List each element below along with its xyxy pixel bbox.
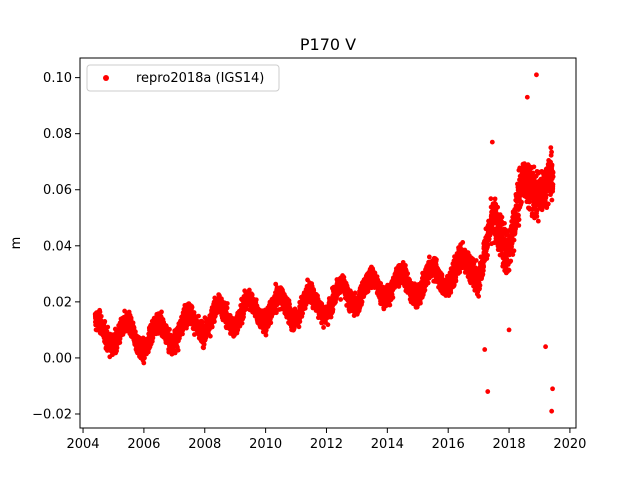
data-point [390, 295, 396, 300]
data-point [114, 345, 120, 351]
data-point [453, 278, 459, 284]
data-point [175, 347, 181, 353]
data-point [359, 299, 365, 305]
data-point [180, 331, 185, 337]
data-point [485, 252, 490, 258]
data-point [209, 324, 215, 330]
data-point [434, 257, 439, 263]
data-point [142, 355, 147, 361]
data-point [117, 340, 123, 345]
data-point [488, 196, 494, 202]
data-point [268, 320, 274, 326]
data-point [302, 305, 308, 311]
data-point [425, 280, 431, 286]
data-point [150, 335, 156, 341]
data-point [263, 332, 269, 338]
data-point [212, 319, 217, 324]
data-point [473, 258, 479, 263]
data-point [253, 297, 259, 303]
data-point [506, 267, 512, 273]
data-point [196, 313, 201, 319]
data-point [249, 292, 255, 298]
data-point [426, 254, 432, 260]
data-points [92, 72, 556, 414]
data-point [448, 290, 454, 295]
data-point [422, 287, 428, 293]
data-point [418, 300, 423, 306]
data-point [502, 220, 507, 226]
data-point [477, 283, 483, 288]
data-point [102, 319, 108, 324]
data-point [131, 325, 137, 331]
data-point [98, 313, 104, 319]
data-point [492, 196, 498, 202]
data-point [239, 320, 245, 326]
data-point [297, 319, 303, 324]
data-point [499, 214, 505, 220]
data-point [203, 335, 209, 341]
data-point [481, 264, 487, 270]
data-point [97, 309, 103, 315]
data-point [224, 301, 230, 306]
data-point [330, 307, 336, 312]
data-point [141, 360, 147, 366]
data-point [296, 324, 302, 330]
data-point [192, 332, 197, 337]
data-point [321, 325, 326, 330]
data-point [476, 293, 482, 299]
data-point [200, 319, 205, 325]
data-point [189, 304, 195, 310]
data-point [508, 258, 514, 264]
data-point [325, 322, 331, 328]
data-point [338, 297, 344, 302]
data-point [460, 240, 466, 245]
data-point [495, 204, 501, 210]
data-point [105, 324, 111, 330]
data-point [300, 310, 306, 316]
data-point [191, 310, 197, 315]
data-point [128, 315, 134, 321]
data-point [224, 305, 230, 311]
data-point [133, 329, 138, 335]
data-point [130, 320, 136, 326]
data-point [201, 341, 207, 347]
data-point [405, 271, 411, 276]
data-point [159, 309, 164, 315]
data-point [207, 333, 213, 339]
data-point [387, 302, 393, 308]
data-point [457, 269, 463, 275]
data-point [167, 327, 172, 332]
